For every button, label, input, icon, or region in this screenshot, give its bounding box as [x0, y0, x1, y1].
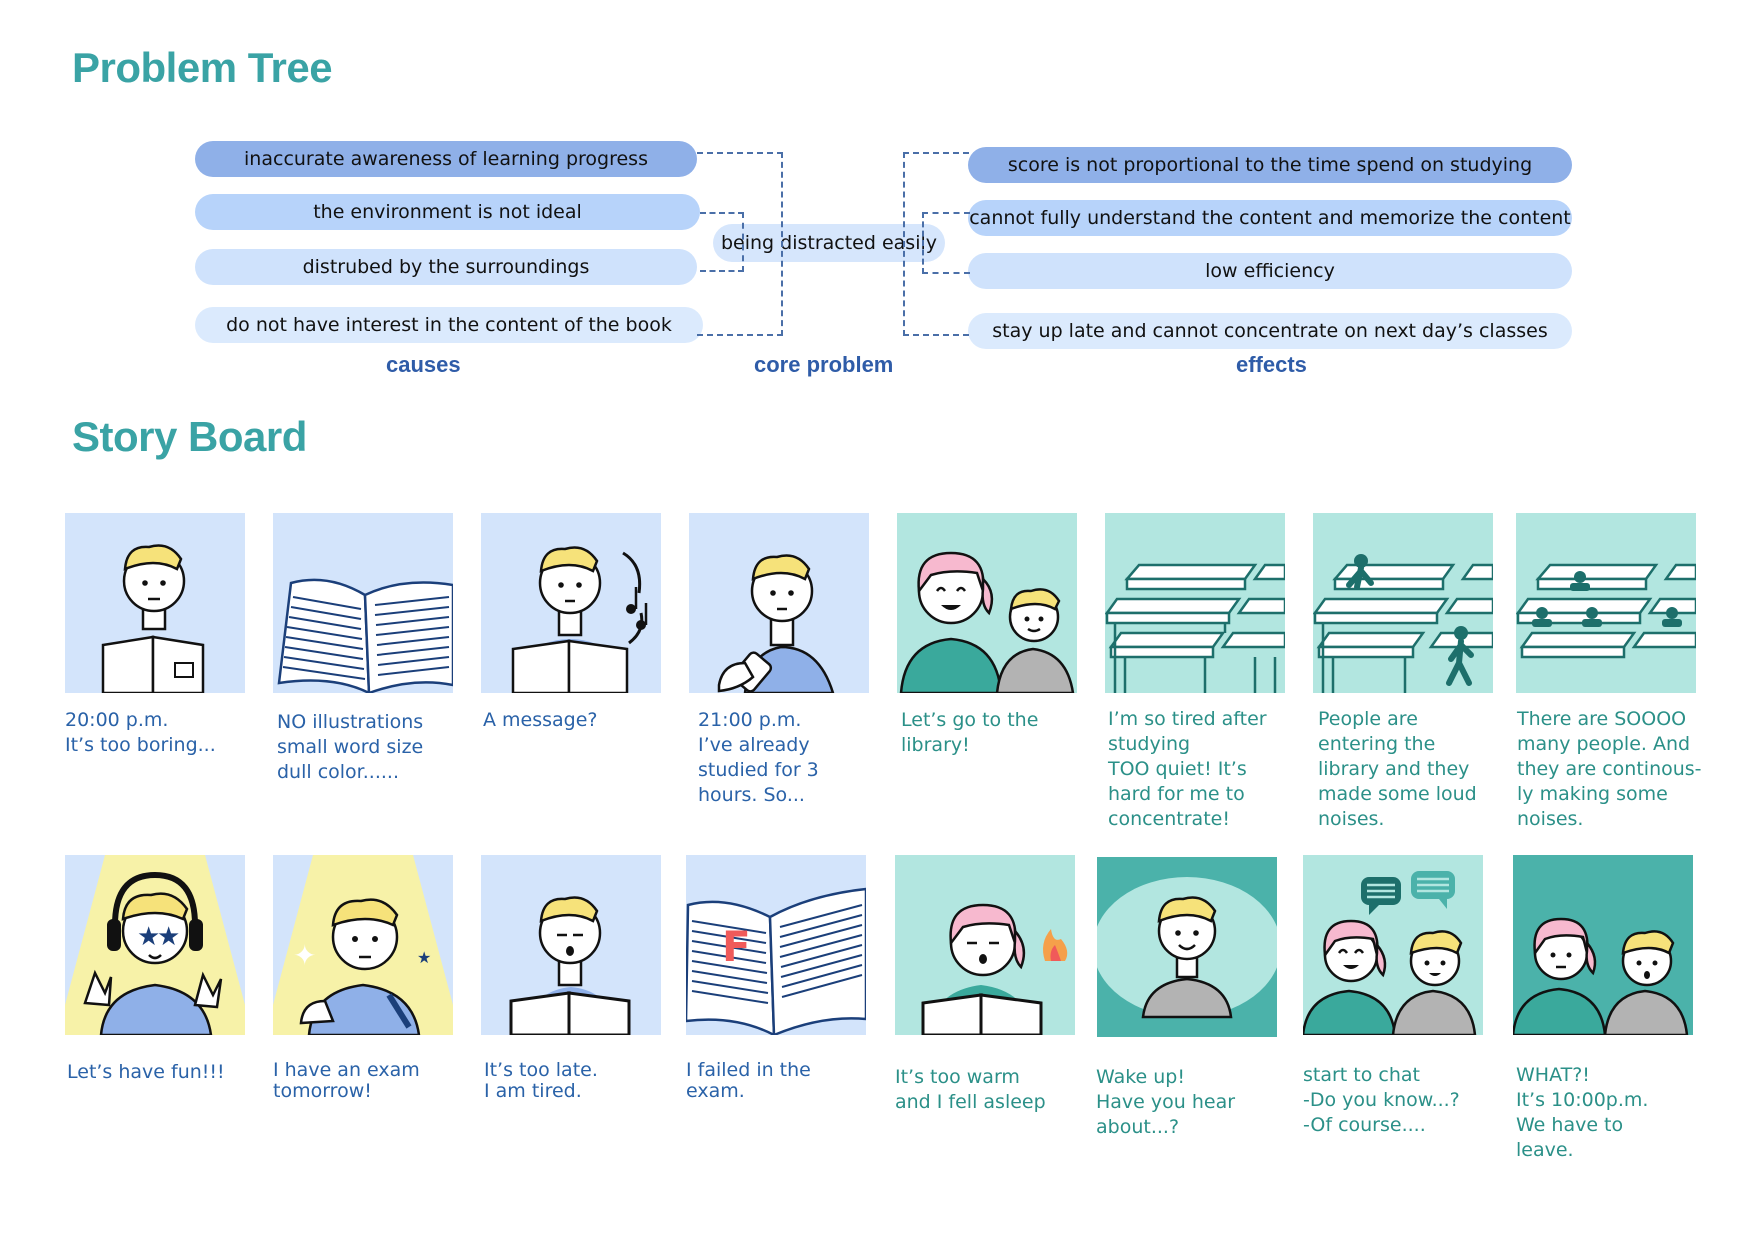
girl-asleep-reading-illustration [895, 855, 1075, 1035]
boy-exam-tomorrow-illustration: ✦ ★ [273, 855, 453, 1035]
empty-library-desks-illustration [1105, 513, 1285, 693]
story-caption: 21:00 p.m. I’ve already studied for 3 ho… [698, 709, 819, 806]
boy-hearing-music-illustration [481, 513, 661, 693]
story-caption: Let’s have fun!!! [67, 1061, 225, 1083]
story-caption: A message? [483, 709, 598, 731]
failed-grade-mark: F [722, 922, 751, 971]
story-panel-6 [1105, 513, 1285, 693]
cause-pill: distrubed by the surroundings [195, 249, 697, 285]
effect-pill: stay up late and cannot concentrate on n… [968, 313, 1572, 349]
girl-and-boy-smiling-illustration [897, 513, 1077, 693]
connector-line [922, 212, 970, 274]
story-caption: Let’s go to the library! [901, 709, 1039, 756]
story-panel-14 [1097, 857, 1277, 1037]
svg-text:✦: ✦ [293, 939, 316, 972]
girl-and-boy-chatting-illustration [1303, 855, 1483, 1035]
effect-pill: score is not proportional to the time sp… [968, 147, 1572, 183]
story-panel-12: F [686, 855, 866, 1035]
story-panel-11 [481, 855, 661, 1035]
story-panel-10: ✦ ★ [273, 855, 453, 1035]
crowded-library-illustration [1516, 513, 1696, 693]
story-panel-1 [65, 513, 245, 693]
effect-pill: cannot fully understand the content and … [968, 200, 1572, 236]
story-panel-2 [273, 513, 453, 693]
story-board-title: Story Board [72, 413, 307, 460]
connector-line [697, 152, 783, 336]
connector-line [903, 152, 969, 336]
boy-holding-phone-illustration [689, 513, 869, 693]
svg-text:★: ★ [417, 948, 431, 967]
story-caption: 20:00 p.m. It’s too boring... [65, 709, 216, 756]
story-panel-13 [895, 855, 1075, 1035]
people-entering-library-illustration [1313, 513, 1493, 693]
story-panel-5 [897, 513, 1077, 693]
story-caption: start to chat -Do you know...? -Of cours… [1303, 1064, 1460, 1136]
story-caption: There are SOOOO many people. And they ar… [1517, 708, 1702, 830]
effect-pill: low efficiency [968, 253, 1572, 289]
story-caption: I have an exam tomorrow! [273, 1059, 420, 1102]
story-panel-8 [1516, 513, 1696, 693]
boy-tired-reading-illustration [481, 855, 661, 1035]
story-panel-7 [1313, 513, 1493, 693]
story-panel-4 [689, 513, 869, 693]
failed-exam-paper-illustration: F [686, 855, 866, 1035]
story-caption: People are entering the library and they… [1318, 708, 1477, 830]
girl-and-boy-surprised-illustration [1513, 855, 1693, 1035]
boy-with-headphones-illustration: ★ ★ [65, 855, 245, 1035]
story-panel-3 [481, 513, 661, 693]
core-problem-pill: being distracted easily [713, 224, 945, 262]
story-caption: I failed in the exam. [686, 1059, 811, 1102]
story-panel-15 [1303, 855, 1483, 1035]
problem-tree-title: Problem Tree [72, 44, 333, 91]
boy-reading-book-illustration [65, 513, 245, 693]
causes-label: causes [386, 352, 461, 377]
connector-line [700, 212, 744, 272]
boy-in-dream-illustration [1097, 857, 1277, 1037]
story-panel-16 [1513, 855, 1693, 1035]
story-caption: I’m so tired after studying TOO quiet! I… [1108, 708, 1267, 830]
core-problem-label: core problem [754, 352, 894, 377]
svg-text:★: ★ [137, 922, 160, 952]
effects-label: effects [1236, 352, 1307, 377]
open-book-dense-text-illustration [273, 513, 453, 693]
cause-pill: do not have interest in the content of t… [195, 307, 703, 343]
story-panel-9: ★ ★ [65, 855, 245, 1035]
story-caption: It’s too warm and I fell asleep [895, 1066, 1046, 1113]
story-caption: It’s too late. I am tired. [484, 1059, 598, 1102]
svg-text:★: ★ [157, 922, 180, 952]
cause-pill: the environment is not ideal [195, 194, 700, 230]
story-caption: NO illustrations small word size dull co… [277, 711, 424, 783]
cause-pill: inaccurate awareness of learning progres… [195, 141, 697, 177]
story-caption: Wake up! Have you hear about...? [1096, 1066, 1236, 1138]
story-caption: WHAT?! It’s 10:00p.m. We have to leave. [1516, 1064, 1649, 1161]
